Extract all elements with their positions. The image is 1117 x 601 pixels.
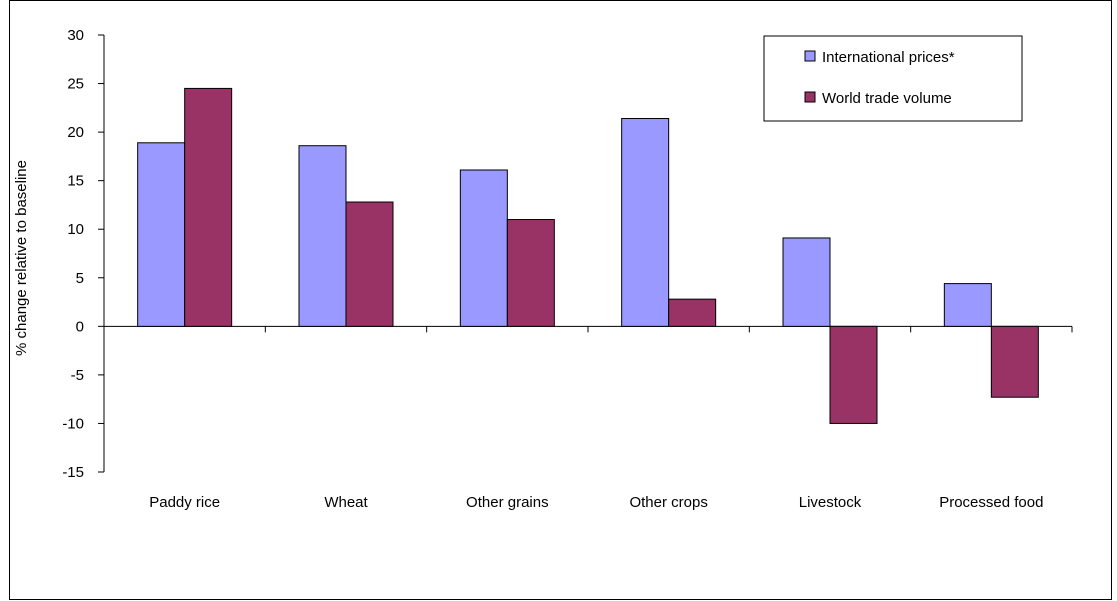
y-tick-label: -15 (62, 464, 84, 481)
y-tick-label: 30 (67, 27, 84, 44)
x-axis (103, 325, 1073, 333)
bar-international-prices (459, 169, 508, 327)
bars (137, 87, 1039, 424)
bar-international-prices (621, 118, 670, 327)
category-label: Wheat (324, 494, 368, 511)
bar-world-trade-volume (668, 298, 717, 327)
legend-label-international-prices: International prices* (822, 49, 955, 66)
category-labels: Paddy rice Wheat Other grains Other crops Li… (149, 494, 1043, 511)
bar-international-prices (137, 142, 186, 327)
y-axis: 30 25 20 15 10 5 0 -5 -10 -15 (62, 27, 105, 481)
y-tick-label: 25 (67, 76, 84, 93)
y-tick-label: -10 (62, 415, 84, 432)
bar-international-prices (298, 145, 347, 327)
bar-world-trade-volume (506, 219, 555, 327)
legend: International prices* World trade volume (763, 35, 1023, 122)
y-axis-label: % change relative to baseline (13, 160, 30, 356)
bar-international-prices (943, 283, 992, 327)
bar-international-prices (782, 237, 831, 327)
y-tick-label: 5 (76, 270, 84, 287)
category-label: Paddy rice (149, 494, 220, 511)
legend-label-world-trade-volume: World trade volume (822, 90, 952, 107)
bar-world-trade-volume (829, 325, 878, 424)
y-tick-label: 0 (76, 318, 84, 335)
y-tick-label: -5 (71, 367, 84, 384)
category-label: Processed food (939, 494, 1043, 511)
legend-swatch-world-trade-volume (804, 91, 816, 103)
y-tick-label: 10 (67, 221, 84, 238)
category-label: Livestock (799, 494, 862, 511)
y-tick-label: 15 (67, 173, 84, 190)
legend-box (763, 35, 1023, 122)
legend-swatch-international-prices (804, 50, 816, 62)
bar-world-trade-volume (990, 325, 1039, 398)
category-label: Other grains (466, 494, 549, 511)
bar-world-trade-volume (345, 201, 394, 327)
chart-frame (9, 0, 1112, 600)
category-label: Other crops (629, 494, 707, 511)
bar-world-trade-volume (184, 87, 233, 327)
y-tick-label: 20 (67, 124, 84, 141)
